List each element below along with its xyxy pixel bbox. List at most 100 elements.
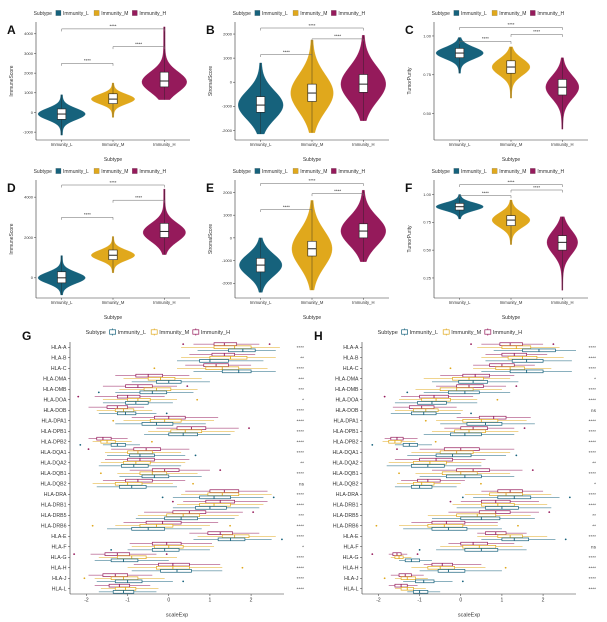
gene-label: HLA-J — [344, 576, 359, 582]
box-L — [446, 474, 482, 479]
outlier-dot — [398, 472, 400, 475]
gene-label: HLA-H — [51, 566, 67, 572]
legend-item-label: Immunity_H — [201, 330, 230, 336]
sig-label: **** — [589, 439, 597, 445]
panel-letter: G — [22, 329, 32, 343]
outlier-dot — [517, 524, 519, 527]
x-tick-label: Immunity_L — [250, 142, 272, 147]
x-tick-label: 1 — [209, 598, 212, 604]
x-tick-label: 2 — [250, 598, 253, 604]
sig-label: **** — [135, 195, 142, 200]
gene-label: HLA-DRB1 — [41, 503, 67, 509]
sig-bracket — [112, 46, 165, 50]
gene-label: HLA-DPB2 — [333, 440, 358, 446]
box-L — [116, 411, 137, 416]
sig-label: **** — [297, 565, 305, 571]
x-axis-title: Subtype — [303, 157, 322, 163]
outlier-dot — [470, 412, 472, 415]
gene-label: HLA-DQA1 — [41, 450, 67, 456]
sig-label: ns — [299, 482, 305, 487]
gene-label: HLA-C — [343, 366, 359, 372]
boxplot-chart-G: Subtype Immunity_L Immunity_M Immunity_H -2 -… — [41, 328, 305, 619]
gene-label: HLA-DQA1 — [333, 450, 359, 456]
box-L — [151, 548, 180, 552]
box-M — [100, 439, 116, 444]
box-H — [417, 478, 441, 483]
gene-label: HLA-DOA — [335, 398, 359, 404]
outlier-dot — [79, 443, 82, 446]
sig-label: **** — [589, 586, 597, 592]
gene-label: HLA-E — [343, 534, 359, 540]
y-tick-label: 0 — [230, 235, 233, 240]
gene-label: HLA-L — [52, 587, 67, 593]
sig-label: ** — [592, 523, 596, 529]
sig-label: **** — [84, 58, 91, 63]
outlier-dot — [182, 580, 185, 583]
sig-bracket — [311, 193, 364, 197]
box-L — [114, 579, 143, 584]
legend-swatch-Immunity_H — [132, 10, 138, 16]
legend-swatch-Immunity_L — [401, 329, 408, 335]
legend-swatch-Immunity_L — [254, 168, 261, 174]
x-axis-title: scaleExp — [458, 613, 480, 619]
outlier-dot — [548, 511, 551, 514]
legend-item-label: Immunity_L — [461, 11, 487, 17]
legend-item-label: Immunity_H — [537, 11, 564, 17]
gene-label: HLA-DRB5 — [333, 513, 359, 519]
outlier-dot — [371, 553, 374, 556]
panel-D: D Subtype Immunity_L Immunity_M Immunity_H 4… — [4, 164, 200, 322]
x-axis-title: Subtype — [104, 157, 123, 163]
x-tick-label: Immunity_M — [301, 142, 324, 147]
box-L — [160, 569, 192, 573]
sig-label: **** — [308, 23, 315, 28]
sig-bracket — [459, 41, 512, 44]
sig-label: **** — [589, 450, 597, 456]
sig-label: **** — [589, 387, 597, 393]
box-M — [143, 387, 172, 391]
box-L — [402, 443, 418, 447]
outlier-dot — [396, 448, 398, 451]
outlier-dot — [165, 553, 168, 556]
outlier-dot — [461, 496, 464, 499]
x-tick-label: -2 — [84, 598, 89, 604]
gene-label: HLA-A — [343, 345, 359, 351]
sig-label: **** — [109, 24, 116, 29]
box-L — [110, 443, 126, 447]
gene-label: HLA-E — [51, 534, 67, 540]
y-tick-label: 0.50 — [423, 111, 432, 116]
box-H — [127, 457, 155, 462]
box-M — [413, 482, 435, 486]
box-L — [435, 453, 472, 458]
gene-label: HLA-DRA — [336, 492, 359, 498]
box-L — [125, 401, 149, 405]
gene-label: HLA-DRB1 — [333, 503, 359, 509]
y-axis-title: ImmuneScore — [9, 65, 15, 96]
x-tick-label: 0 — [459, 598, 462, 604]
legend-item-label: Immunity_L — [63, 11, 89, 17]
x-tick-label: Immunity_H — [352, 300, 374, 305]
sig-bracket — [510, 189, 563, 193]
panel-letter: A — [7, 23, 16, 37]
box-L — [139, 390, 168, 395]
box-H — [158, 562, 190, 567]
legend-title: Subtype — [378, 330, 398, 336]
legend-item-label: Immunity_H — [537, 169, 564, 175]
legend-swatch-Immunity_L — [254, 10, 261, 16]
sig-label: ns — [591, 409, 597, 414]
panel-letter: E — [206, 181, 215, 195]
gene-label: HLA-J — [52, 576, 67, 582]
outlier-dot — [272, 496, 275, 499]
sig-label: ** — [300, 355, 304, 361]
box-M — [462, 418, 499, 423]
panel-letter: B — [206, 23, 215, 37]
violin-chart-E: Subtype Immunity_L Immunity_M Immunity_H 200… — [208, 168, 389, 321]
box-L — [460, 516, 501, 521]
legend-swatch-Immunity_H — [530, 168, 536, 174]
sig-label: **** — [297, 408, 305, 414]
gene-label: HLA-DPA1 — [42, 419, 67, 425]
gene-label: HLA-B — [51, 356, 67, 362]
box-M — [114, 408, 135, 412]
legend-title: Subtype — [34, 169, 53, 175]
outlier-dot — [434, 440, 437, 443]
legend-item-label: Immunity_M — [499, 169, 526, 175]
